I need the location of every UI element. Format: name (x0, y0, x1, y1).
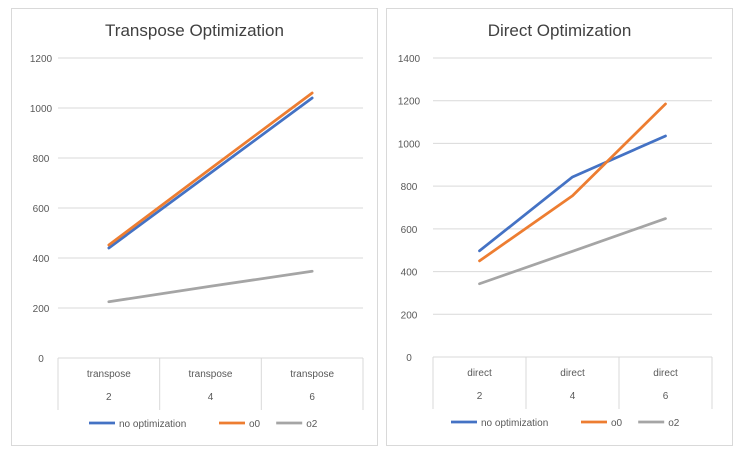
y-tick-label: 800 (33, 154, 50, 165)
transpose-chart-svg: 0 200 400 600 800 1000 1200 transpose 2 transpose… (30, 54, 364, 430)
direct-chart-panel: Direct Optimization 0 200 400 600 800 1000 120… (386, 8, 733, 446)
legend-entry: o2 (306, 419, 318, 430)
y-tick-label: 200 (33, 304, 50, 315)
series-line-no-optimization (107, 96, 314, 250)
transpose-chart-panel: Transpose Optimization 0 200 400 600 800 1000… (11, 8, 378, 446)
x-category-label: direct (467, 368, 492, 379)
x-category-label: direct (653, 368, 678, 379)
chart-title: Transpose Optimization (105, 21, 284, 40)
x-category-label: transpose (87, 369, 131, 380)
y-tick-label: 400 (401, 268, 418, 279)
y-tick-label: 600 (33, 204, 50, 215)
y-tick-label: 0 (406, 353, 412, 364)
x-category-label: transpose (290, 369, 334, 380)
legend-entry: no optimization (481, 418, 548, 429)
y-tick-label: 600 (401, 225, 418, 236)
y-tick-label: 200 (401, 310, 418, 321)
y-tick-label: 1200 (398, 97, 421, 108)
x-category-label: transpose (189, 369, 233, 380)
x-subcategory-label: 2 (106, 392, 112, 403)
x-subcategory-label: 2 (477, 391, 483, 402)
x-subcategory-label: 4 (208, 392, 214, 403)
series-line-o0 (478, 102, 667, 263)
y-tick-label: 1400 (398, 54, 421, 65)
series-line-no-optimization (478, 134, 667, 253)
y-tick-label: 400 (33, 254, 50, 265)
series-line-o2 (107, 269, 314, 304)
legend-entry: o2 (668, 418, 680, 429)
series-line-o0 (107, 91, 314, 247)
y-tick-label: 1200 (30, 54, 53, 65)
x-subcategory-label: 6 (663, 391, 669, 402)
x-subcategory-label: 6 (309, 392, 315, 403)
legend-entry: o0 (611, 418, 623, 429)
y-tick-label: 1000 (398, 139, 421, 150)
x-category-label: direct (560, 368, 585, 379)
series-line-o2 (478, 217, 667, 286)
direct-chart-svg: 0 200 400 600 800 1000 1200 1400 direct 2 direct 4 d… (398, 54, 713, 429)
legend-entry: no optimization (119, 419, 186, 430)
y-tick-label: 1000 (30, 104, 53, 115)
x-subcategory-label: 4 (570, 391, 576, 402)
y-tick-label: 800 (401, 182, 418, 193)
chart-title: Direct Optimization (487, 21, 632, 40)
y-tick-label: 0 (38, 354, 44, 365)
legend-entry: o0 (249, 419, 261, 430)
